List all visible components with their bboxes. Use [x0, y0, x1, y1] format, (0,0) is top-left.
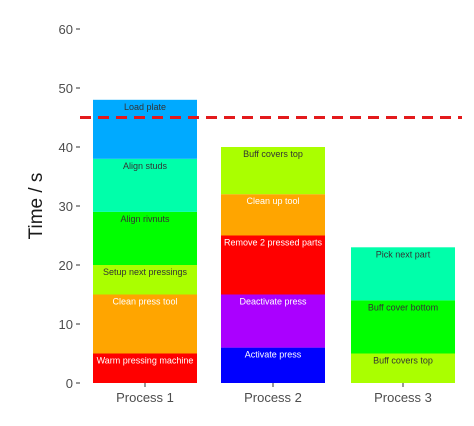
bar-segment-label: Clean up tool — [246, 196, 299, 206]
bar-segment-label: Buff cover bottom — [368, 302, 438, 312]
bar-stack: Buff covers top Buff cover bottom Pick nex… — [351, 247, 455, 383]
bar-segment-label: Activate press — [245, 350, 302, 360]
y-tick-label: 10 — [59, 317, 73, 332]
bar-stack: Activate press Deactivate press Remove 2 p… — [221, 147, 325, 383]
y-tick-label: 0 — [66, 376, 73, 391]
bar-segment — [221, 235, 325, 295]
bar-segment-label: Warm pressing machine — [97, 356, 194, 366]
x-axis: Process 1 Process 2 Process 3 — [116, 383, 432, 405]
bar-segment-label: Remove 2 pressed parts — [224, 238, 323, 248]
bar-segment — [93, 99, 197, 159]
x-tick-label: Process 1 — [116, 390, 174, 405]
bar-segment — [93, 265, 197, 295]
bar-segment — [351, 247, 455, 301]
y-tick-label: 20 — [59, 258, 73, 273]
bars-group: Warm pressing machine Clean press tool Set… — [93, 99, 455, 383]
y-tick-label: 50 — [59, 81, 73, 96]
bar-segment-label: Pick next part — [376, 249, 431, 259]
bar-segment-label: Align studs — [123, 161, 168, 171]
bar-segment-label: Load plate — [124, 102, 166, 112]
bar-segment — [351, 353, 455, 383]
bar-segment-label: Clean press tool — [112, 297, 177, 307]
bar-segment-label: Align rivnuts — [120, 214, 170, 224]
y-tick-label: 30 — [59, 199, 73, 214]
y-tick-label: 40 — [59, 140, 73, 155]
bar-segment — [93, 211, 197, 265]
bar-segment — [221, 147, 325, 195]
bar-stack: Warm pressing machine Clean press tool Set… — [93, 99, 197, 383]
y-tick-label: 60 — [59, 22, 73, 37]
bar-segment — [351, 300, 455, 354]
bar-segment-label: Buff covers top — [243, 149, 303, 159]
x-tick-label: Process 2 — [244, 390, 302, 405]
bar-segment — [93, 294, 197, 354]
y-axis-title: Time / s — [26, 173, 47, 240]
bar-segment-label: Deactivate press — [239, 297, 307, 307]
bar-segment — [93, 353, 197, 383]
bar-segment — [221, 347, 325, 383]
y-axis: 0 10 20 30 40 50 60 — [59, 22, 80, 391]
bar-segment-label: Setup next pressings — [103, 267, 188, 277]
bar-segment — [221, 194, 325, 236]
bar-segment-label: Buff covers top — [373, 356, 433, 366]
x-tick-label: Process 3 — [374, 390, 432, 405]
bar-segment — [93, 158, 197, 212]
bar-segment — [221, 294, 325, 348]
